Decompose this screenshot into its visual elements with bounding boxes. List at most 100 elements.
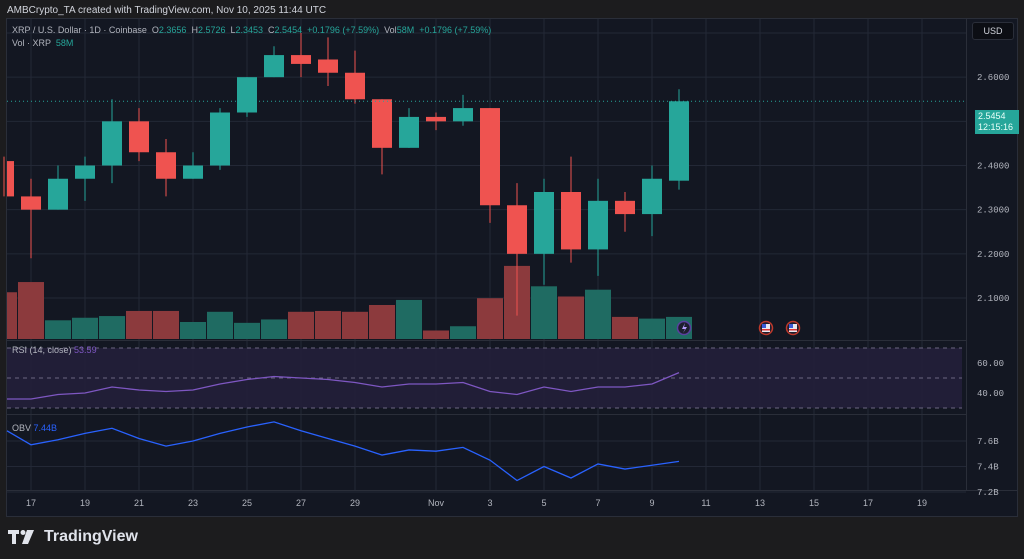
- volume-bar: [477, 298, 503, 339]
- pane-separator[interactable]: [7, 340, 966, 341]
- rsi-legend: RSI (14, close) 53.59: [12, 345, 97, 355]
- volume-bar: [18, 282, 44, 339]
- volume-bar: [396, 299, 422, 339]
- candle[interactable]: [642, 165, 662, 237]
- time-tick: Nov: [428, 498, 445, 508]
- symbol-name[interactable]: XRP / U.S. Dollar · 1D · Coinbase: [12, 25, 147, 35]
- volume-bar: [612, 316, 638, 339]
- us-flag-event-icon[interactable]: [758, 320, 774, 336]
- volume-bar: [126, 310, 152, 339]
- candle[interactable]: [399, 108, 419, 148]
- candle[interactable]: [534, 178, 554, 285]
- volume-bar: [72, 317, 98, 339]
- candle[interactable]: [453, 94, 473, 126]
- volume-bar: [7, 292, 17, 339]
- rsi-tick: 40.00: [977, 389, 1004, 399]
- volume-bar: [315, 310, 341, 339]
- obv-label[interactable]: OBV: [12, 423, 32, 433]
- candle[interactable]: [669, 89, 689, 190]
- time-tick: 5: [541, 498, 546, 508]
- price-tick: 2.3000: [977, 206, 1009, 216]
- obv-value: 7.44B: [33, 423, 58, 433]
- change-value: +0.1796 (+7.59%): [307, 25, 380, 35]
- volume-bar: [639, 318, 665, 339]
- candle[interactable]: [615, 192, 635, 232]
- candle[interactable]: [426, 112, 446, 131]
- time-tick: 11: [701, 498, 710, 508]
- candle[interactable]: [507, 183, 527, 316]
- candle[interactable]: [588, 178, 608, 276]
- candle[interactable]: [237, 77, 257, 117]
- candle[interactable]: [291, 33, 311, 78]
- high-value: 2.5726: [197, 25, 226, 35]
- time-tick: 13: [755, 498, 765, 508]
- currency-button[interactable]: USD: [972, 22, 1014, 40]
- volume-bar: [180, 322, 206, 339]
- price-tick: 2.2000: [977, 250, 1009, 260]
- time-tick: 7: [595, 498, 600, 508]
- obv-tick: 7.2B: [977, 488, 999, 498]
- us-flag-event-icon[interactable]: [785, 320, 801, 336]
- volume-bar: [45, 320, 71, 339]
- candle[interactable]: [480, 108, 500, 223]
- time-tick: 3: [487, 498, 492, 508]
- volume-bar: [153, 310, 179, 339]
- volume-bar: [369, 305, 395, 339]
- time-tick: 27: [296, 498, 306, 508]
- rsi-value: 53.59: [74, 345, 97, 355]
- price-axis-border: [966, 19, 967, 490]
- candle[interactable]: [129, 108, 149, 162]
- open-value: 2.3656: [158, 25, 187, 35]
- time-tick: 21: [134, 498, 144, 508]
- time-tick: 29: [350, 498, 360, 508]
- close-value: 2.5454: [274, 25, 303, 35]
- last-price-label: 2.5454 12:15:16: [975, 110, 1019, 134]
- obv-legend: OBV 7.44B: [12, 423, 57, 433]
- price-tick: 2.6000: [977, 73, 1009, 83]
- candle[interactable]: [102, 99, 122, 184]
- symbol-legend: XRP / U.S. Dollar · 1D · Coinbase O2.365…: [12, 24, 491, 50]
- candle[interactable]: [210, 108, 230, 170]
- vol-change: +0.1796 (+7.59%): [419, 25, 492, 35]
- low-value: 2.3453: [235, 25, 264, 35]
- last-price-value: 2.5454: [978, 111, 1006, 121]
- earnings-event-icon[interactable]: [676, 320, 692, 336]
- volume-bar: [450, 326, 476, 339]
- candle[interactable]: [3, 156, 14, 197]
- obv-tick: 7.4B: [977, 463, 999, 473]
- volume-bar: [531, 286, 557, 339]
- candle[interactable]: [183, 152, 203, 179]
- volume-label[interactable]: Vol · XRP: [12, 38, 51, 48]
- rsi-label[interactable]: RSI (14, close): [12, 345, 72, 355]
- time-tick: 17: [863, 498, 873, 508]
- volume-bar: [99, 316, 125, 339]
- candle[interactable]: [345, 50, 365, 104]
- volume-bar: [207, 311, 233, 339]
- obv-tick: 7.6B: [977, 437, 999, 447]
- time-tick: 9: [649, 498, 654, 508]
- candle[interactable]: [75, 156, 95, 201]
- volume-bar: [342, 311, 368, 339]
- obv-line: [6, 421, 680, 482]
- vol-label: Vol: [384, 25, 397, 35]
- candle[interactable]: [561, 156, 581, 263]
- volume-bar: [234, 322, 260, 339]
- volume-legend: Vol · XRP 58M: [12, 37, 491, 50]
- candle[interactable]: [48, 165, 68, 210]
- time-tick: 15: [809, 498, 819, 508]
- candle[interactable]: [156, 139, 176, 197]
- pane-separator[interactable]: [7, 414, 966, 415]
- time-tick: 25: [242, 498, 252, 508]
- candle[interactable]: [318, 37, 338, 86]
- volume-bar: [288, 311, 314, 339]
- candle[interactable]: [372, 99, 392, 175]
- rsi-line: [7, 372, 680, 400]
- candle[interactable]: [264, 46, 284, 78]
- bar-countdown: 12:15:16: [978, 122, 1014, 132]
- candle[interactable]: [21, 178, 41, 259]
- tv-logo-icon: [8, 530, 34, 544]
- time-tick: 17: [26, 498, 36, 508]
- vol-value: 58M: [396, 25, 415, 35]
- price-tick: 2.4000: [977, 162, 1009, 172]
